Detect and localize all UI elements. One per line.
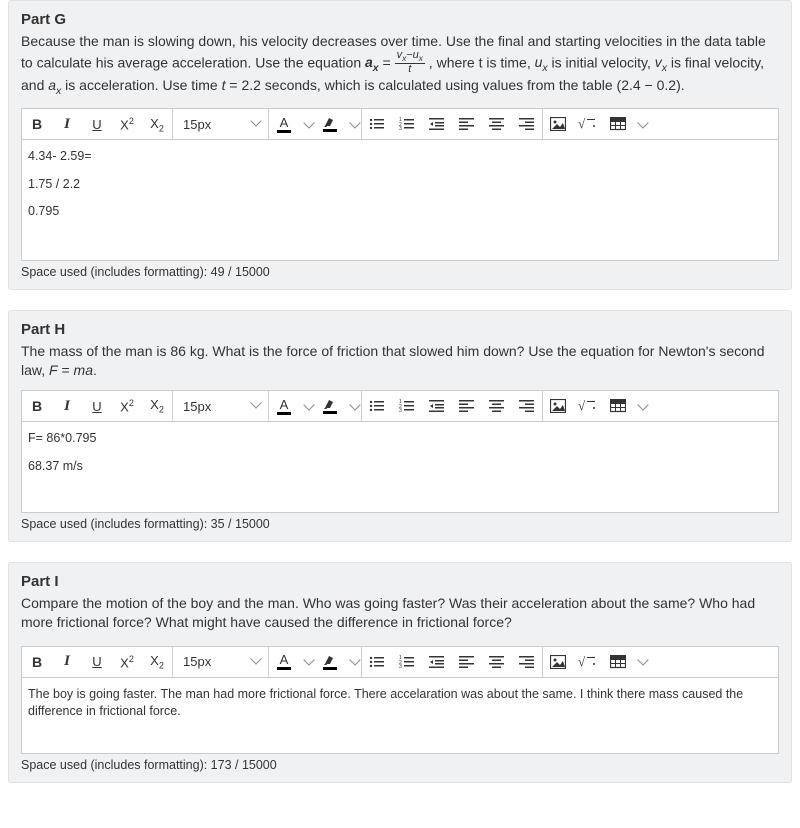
underline-button[interactable]: U: [82, 391, 112, 421]
outdent-button[interactable]: [422, 647, 452, 677]
superscript-button[interactable]: X2: [112, 391, 142, 421]
ordered-list-button[interactable]: 123: [392, 391, 422, 421]
svg-text:3: 3: [399, 126, 402, 131]
fontsize-select[interactable]: 15px: [173, 647, 268, 677]
fontsize-label: 15px: [183, 117, 211, 132]
svg-text:√: √: [578, 399, 586, 413]
ordered-list-button[interactable]: 123: [392, 109, 422, 139]
align-left-button[interactable]: [452, 647, 482, 677]
text-color-chevron[interactable]: [299, 391, 315, 421]
svg-text:√: √: [578, 655, 586, 669]
bold-button[interactable]: B: [22, 647, 52, 677]
align-right-button[interactable]: [512, 391, 542, 421]
highlight-button[interactable]: [315, 109, 345, 139]
part-title: Part G: [21, 11, 779, 28]
fontsize-label: 15px: [183, 399, 211, 414]
ordered-list-button[interactable]: 123: [392, 647, 422, 677]
align-center-button[interactable]: [482, 109, 512, 139]
editor-toolbar: B I U X2 X2 15px A 123: [22, 391, 778, 422]
fontsize-select[interactable]: 15px: [173, 391, 268, 421]
align-left-button[interactable]: [452, 391, 482, 421]
text-color-button[interactable]: A: [269, 109, 299, 139]
align-center-button[interactable]: [482, 391, 512, 421]
insert-table-chevron[interactable]: [633, 647, 649, 677]
unordered-list-button[interactable]: [362, 647, 392, 677]
insert-image-button[interactable]: [543, 109, 573, 139]
editor-toolbar: B I U X2 X2 15px A 123: [22, 647, 778, 678]
text-color-chevron[interactable]: [299, 109, 315, 139]
editor-content[interactable]: F= 86*0.795 68.37 m/s: [22, 422, 778, 512]
italic-button[interactable]: I: [52, 109, 82, 139]
rich-text-editor: B I U X2 X2 15px A 123: [21, 390, 779, 513]
highlight-button[interactable]: [315, 391, 345, 421]
rich-text-editor: B I U X2 X2 15px A 123: [21, 108, 779, 261]
part-panel: Part H The mass of the man is 86 kg. Wha…: [8, 310, 792, 542]
content-line[interactable]: 4.34- 2.59=: [28, 148, 772, 166]
insert-equation-button[interactable]: √: [573, 391, 603, 421]
highlight-button[interactable]: [315, 647, 345, 677]
outdent-button[interactable]: [422, 109, 452, 139]
highlight-chevron[interactable]: [345, 647, 361, 677]
bold-button[interactable]: B: [22, 391, 52, 421]
part-panel: Part I Compare the motion of the boy and…: [8, 562, 792, 783]
superscript-button[interactable]: X2: [112, 109, 142, 139]
superscript-button[interactable]: X2: [112, 647, 142, 677]
subscript-button[interactable]: X2: [142, 109, 172, 139]
space-used-label: Space used (includes formatting): 35 / 1…: [21, 515, 779, 533]
align-right-button[interactable]: [512, 109, 542, 139]
insert-table-button[interactable]: [603, 391, 633, 421]
insert-equation-button[interactable]: √: [573, 109, 603, 139]
italic-button[interactable]: I: [52, 647, 82, 677]
fontsize-label: 15px: [183, 654, 211, 669]
space-used-label: Space used (includes formatting): 173 / …: [21, 756, 779, 774]
align-center-button[interactable]: [482, 647, 512, 677]
highlight-chevron[interactable]: [345, 391, 361, 421]
insert-table-chevron[interactable]: [633, 391, 649, 421]
content-line[interactable]: F= 86*0.795: [28, 430, 772, 448]
part-panel: Part G Because the man is slowing down, …: [8, 0, 792, 290]
insert-image-button[interactable]: [543, 647, 573, 677]
underline-button[interactable]: U: [82, 109, 112, 139]
insert-table-chevron[interactable]: [633, 109, 649, 139]
editor-content[interactable]: The boy is going faster. The man had mor…: [22, 678, 778, 753]
insert-image-button[interactable]: [543, 391, 573, 421]
svg-text:3: 3: [399, 408, 402, 413]
space-used-label: Space used (includes formatting): 49 / 1…: [21, 263, 779, 281]
insert-equation-button[interactable]: √: [573, 647, 603, 677]
part-description: The mass of the man is 86 kg. What is th…: [21, 342, 779, 380]
content-line[interactable]: 68.37 m/s: [28, 458, 772, 476]
editor-toolbar: B I U X2 X2 15px A 123: [22, 109, 778, 140]
text-color-chevron[interactable]: [299, 647, 315, 677]
italic-button[interactable]: I: [52, 391, 82, 421]
unordered-list-button[interactable]: [362, 391, 392, 421]
part-title: Part H: [21, 321, 779, 338]
bold-button[interactable]: B: [22, 109, 52, 139]
underline-button[interactable]: U: [82, 647, 112, 677]
content-line[interactable]: The boy is going faster. The man had mor…: [28, 686, 772, 721]
align-left-button[interactable]: [452, 109, 482, 139]
align-right-button[interactable]: [512, 647, 542, 677]
subscript-button[interactable]: X2: [142, 391, 172, 421]
rich-text-editor: B I U X2 X2 15px A 123: [21, 646, 779, 754]
subscript-button[interactable]: X2: [142, 647, 172, 677]
outdent-button[interactable]: [422, 391, 452, 421]
unordered-list-button[interactable]: [362, 109, 392, 139]
highlight-chevron[interactable]: [345, 109, 361, 139]
text-color-button[interactable]: A: [269, 391, 299, 421]
editor-content[interactable]: 4.34- 2.59= 1.75 / 2.2 0.795: [22, 140, 778, 260]
insert-table-button[interactable]: [603, 109, 633, 139]
svg-text:3: 3: [399, 664, 402, 669]
content-line[interactable]: 0.795: [28, 203, 772, 221]
text-color-button[interactable]: A: [269, 647, 299, 677]
part-description: Compare the motion of the boy and the ma…: [21, 594, 779, 632]
part-title: Part I: [21, 573, 779, 590]
content-line[interactable]: 1.75 / 2.2: [28, 176, 772, 194]
fontsize-select[interactable]: 15px: [173, 109, 268, 139]
insert-table-button[interactable]: [603, 647, 633, 677]
part-description: Because the man is slowing down, his vel…: [21, 32, 779, 98]
svg-text:√: √: [578, 117, 586, 131]
